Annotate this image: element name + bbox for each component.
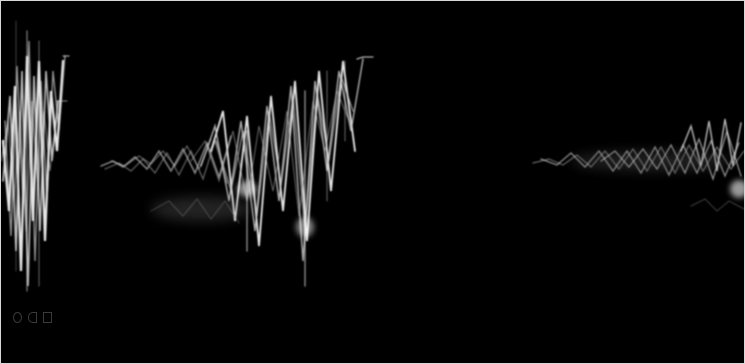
waveform-burst-left — [1, 20, 70, 292]
glyph-row — [13, 312, 52, 323]
waveform-glow-right — [571, 151, 744, 198]
square-glyph-icon — [43, 312, 52, 323]
half-circle-glyph-icon — [28, 312, 37, 323]
circle-glyph-icon — [13, 312, 22, 323]
waveform-burst-center — [100, 56, 374, 287]
waveform-glow-center — [151, 181, 314, 237]
